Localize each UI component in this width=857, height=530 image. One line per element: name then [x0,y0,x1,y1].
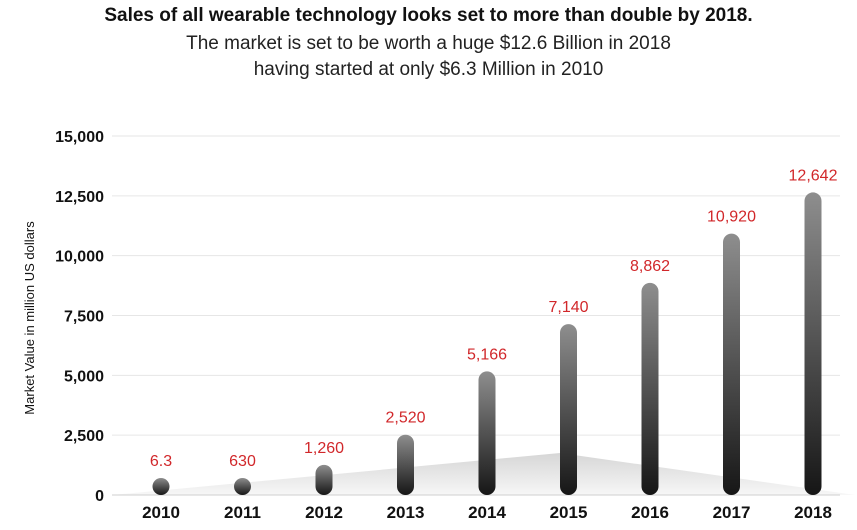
data-label: 630 [229,453,256,470]
y-axis-label: Market Value in million US dollars [22,221,37,415]
x-axis-ticks: 2010 2011 2012 2013 2014 2015 2016 2017 2018 [142,503,832,522]
data-label: 8,862 [630,258,670,275]
gridlines [112,135,840,436]
y-tick-label: 15,000 [55,129,104,146]
bar-2011 [234,478,251,495]
x-tick-label: 2015 [550,503,588,522]
y-axis-ticks: 0 2,500 5,000 7,500 10,000 12,500 15,000 [55,129,104,505]
data-label: 2,520 [385,410,425,427]
x-tick-label: 2016 [631,503,669,522]
bar-2012 [315,464,333,495]
x-tick-label: 2014 [468,503,506,522]
data-label: 7,140 [548,299,588,316]
bar-2014 [478,371,496,495]
y-tick-label: 2,500 [64,428,104,445]
bar-2010 [152,478,170,495]
x-tick-label: 2011 [224,503,261,522]
x-tick-label: 2010 [142,503,180,522]
x-tick-label: 2012 [305,503,343,522]
y-tick-label: 10,000 [55,249,104,266]
bar-2015 [560,324,577,495]
data-label: 12,642 [789,167,838,184]
chart-subtitle-line-2: having started at only $6.3 Million in 2… [253,59,604,80]
y-tick-label: 5,000 [64,368,104,385]
bar-2016 [641,282,659,495]
chart-subtitle-line-1: The market is set to be worth a huge $12… [186,33,671,54]
data-label: 5,166 [467,346,507,363]
chart-title: Sales of all wearable technology looks s… [104,5,753,26]
bar-2013 [397,434,414,495]
data-label: 6.3 [150,453,172,470]
bar-2018 [804,192,822,495]
y-tick-label: 0 [95,488,104,505]
data-labels: 6.3 630 1,260 2,520 5,166 7,140 8,862 10,920 12,… [150,167,838,470]
bar-2017 [723,233,740,495]
data-label: 1,260 [304,440,344,457]
data-label: 10,920 [707,209,756,226]
bars [152,192,822,495]
y-tick-label: 7,500 [64,309,104,326]
x-tick-label: 2017 [713,503,751,522]
x-tick-label: 2013 [387,503,425,522]
x-tick-label: 2018 [794,503,832,522]
y-tick-label: 12,500 [55,189,104,206]
